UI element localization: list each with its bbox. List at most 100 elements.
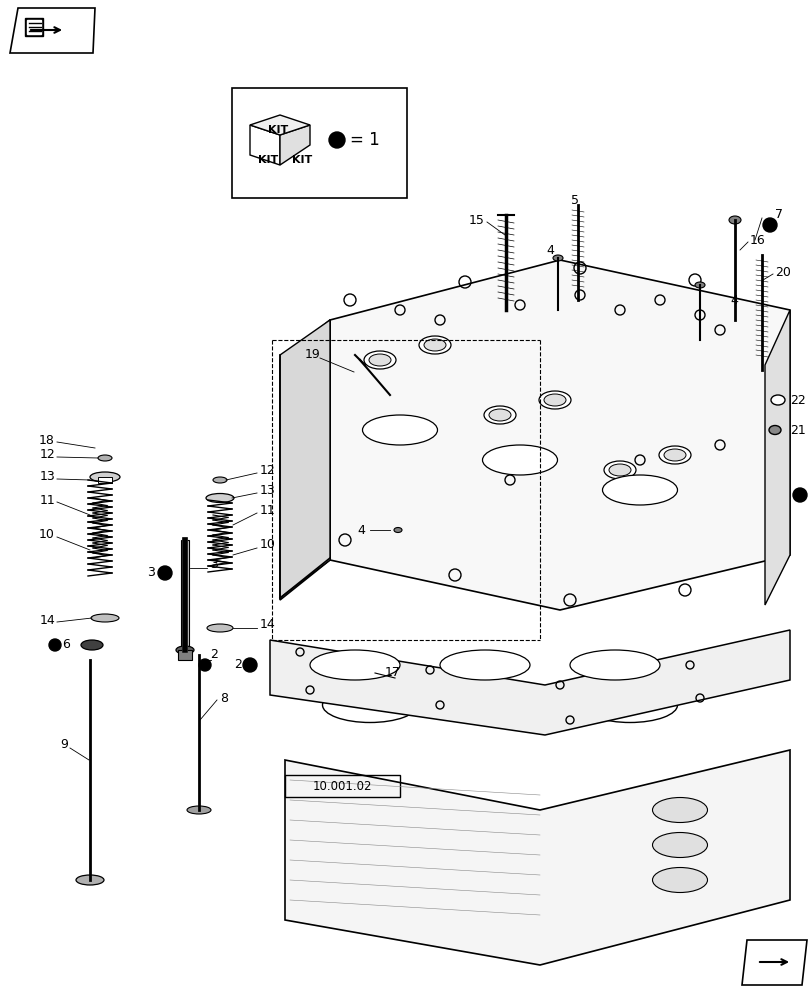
Text: 10: 10 bbox=[39, 528, 55, 542]
Ellipse shape bbox=[602, 475, 676, 505]
Text: 19: 19 bbox=[305, 349, 320, 361]
Ellipse shape bbox=[543, 394, 565, 406]
Text: 9: 9 bbox=[60, 738, 68, 752]
Text: = 1: = 1 bbox=[350, 131, 380, 149]
Text: 22: 22 bbox=[789, 393, 805, 406]
Text: 15: 15 bbox=[469, 214, 484, 227]
Text: 4: 4 bbox=[729, 294, 737, 306]
Ellipse shape bbox=[440, 650, 530, 680]
Text: 6: 6 bbox=[62, 639, 70, 652]
Text: 18: 18 bbox=[39, 434, 55, 446]
Circle shape bbox=[792, 488, 806, 502]
Circle shape bbox=[762, 218, 776, 232]
Polygon shape bbox=[280, 320, 329, 598]
Ellipse shape bbox=[581, 688, 676, 722]
Ellipse shape bbox=[368, 354, 391, 366]
Text: 10: 10 bbox=[260, 538, 276, 552]
Text: 3: 3 bbox=[147, 566, 155, 580]
Text: 13: 13 bbox=[260, 484, 276, 496]
Bar bbox=[232, 88, 406, 198]
Ellipse shape bbox=[212, 477, 227, 483]
Text: 10.001.02: 10.001.02 bbox=[312, 780, 371, 792]
Text: 14: 14 bbox=[39, 613, 55, 626]
Ellipse shape bbox=[98, 455, 112, 461]
Text: KIT: KIT bbox=[268, 125, 288, 135]
Ellipse shape bbox=[423, 339, 445, 351]
Bar bbox=[98, 477, 112, 483]
Ellipse shape bbox=[90, 472, 120, 482]
Polygon shape bbox=[10, 8, 95, 53]
Polygon shape bbox=[741, 940, 806, 985]
Ellipse shape bbox=[482, 445, 557, 475]
Text: 4: 4 bbox=[357, 524, 365, 536]
Text: 5: 5 bbox=[570, 194, 578, 207]
Text: 16: 16 bbox=[749, 233, 765, 246]
Text: 2: 2 bbox=[234, 658, 242, 672]
Bar bbox=[27, 20, 41, 34]
Ellipse shape bbox=[694, 282, 704, 288]
Polygon shape bbox=[329, 260, 789, 610]
Text: 7: 7 bbox=[774, 209, 782, 222]
Circle shape bbox=[49, 639, 61, 651]
Ellipse shape bbox=[652, 798, 706, 822]
Ellipse shape bbox=[362, 415, 437, 445]
Ellipse shape bbox=[608, 464, 630, 476]
Text: KIT: KIT bbox=[258, 155, 278, 165]
Text: 11: 11 bbox=[260, 504, 276, 516]
Text: KIT: KIT bbox=[292, 155, 312, 165]
Text: 4: 4 bbox=[545, 243, 553, 256]
Polygon shape bbox=[764, 310, 789, 605]
Ellipse shape bbox=[488, 409, 510, 421]
Ellipse shape bbox=[418, 336, 450, 354]
Circle shape bbox=[328, 132, 345, 148]
Ellipse shape bbox=[483, 406, 515, 424]
Bar bbox=[285, 775, 400, 797]
Polygon shape bbox=[250, 125, 280, 165]
Text: 8: 8 bbox=[220, 692, 228, 704]
Text: 17: 17 bbox=[384, 666, 401, 680]
Ellipse shape bbox=[652, 832, 706, 857]
Polygon shape bbox=[280, 125, 310, 165]
Ellipse shape bbox=[91, 614, 119, 622]
Ellipse shape bbox=[768, 426, 780, 434]
Ellipse shape bbox=[539, 391, 570, 409]
Text: 13: 13 bbox=[39, 471, 55, 484]
Ellipse shape bbox=[310, 650, 400, 680]
Polygon shape bbox=[280, 320, 329, 600]
Ellipse shape bbox=[176, 646, 194, 654]
Ellipse shape bbox=[663, 449, 685, 461]
Ellipse shape bbox=[76, 875, 104, 885]
Ellipse shape bbox=[659, 446, 690, 464]
Ellipse shape bbox=[770, 395, 784, 405]
Ellipse shape bbox=[603, 461, 635, 479]
Text: 2: 2 bbox=[210, 648, 217, 662]
Ellipse shape bbox=[452, 688, 547, 722]
Ellipse shape bbox=[552, 255, 562, 261]
Circle shape bbox=[242, 658, 257, 672]
Bar bbox=[181, 540, 189, 650]
Text: 11: 11 bbox=[39, 493, 55, 506]
Ellipse shape bbox=[187, 806, 211, 814]
Ellipse shape bbox=[652, 867, 706, 892]
Text: 12: 12 bbox=[260, 464, 276, 477]
Circle shape bbox=[199, 659, 211, 671]
Ellipse shape bbox=[322, 688, 417, 722]
Text: 12: 12 bbox=[39, 448, 55, 462]
Bar bbox=[178, 650, 191, 660]
Bar bbox=[25, 18, 43, 36]
Ellipse shape bbox=[569, 650, 659, 680]
Text: 20: 20 bbox=[774, 265, 790, 278]
Ellipse shape bbox=[206, 493, 234, 502]
Polygon shape bbox=[250, 115, 310, 135]
Polygon shape bbox=[285, 750, 789, 965]
Ellipse shape bbox=[207, 624, 233, 632]
Ellipse shape bbox=[363, 351, 396, 369]
Text: 14: 14 bbox=[260, 618, 276, 632]
Polygon shape bbox=[270, 630, 789, 735]
Ellipse shape bbox=[393, 528, 401, 532]
Ellipse shape bbox=[81, 640, 103, 650]
Text: 3: 3 bbox=[210, 558, 217, 572]
Ellipse shape bbox=[728, 216, 740, 224]
Text: 21: 21 bbox=[789, 424, 805, 436]
Circle shape bbox=[158, 566, 172, 580]
